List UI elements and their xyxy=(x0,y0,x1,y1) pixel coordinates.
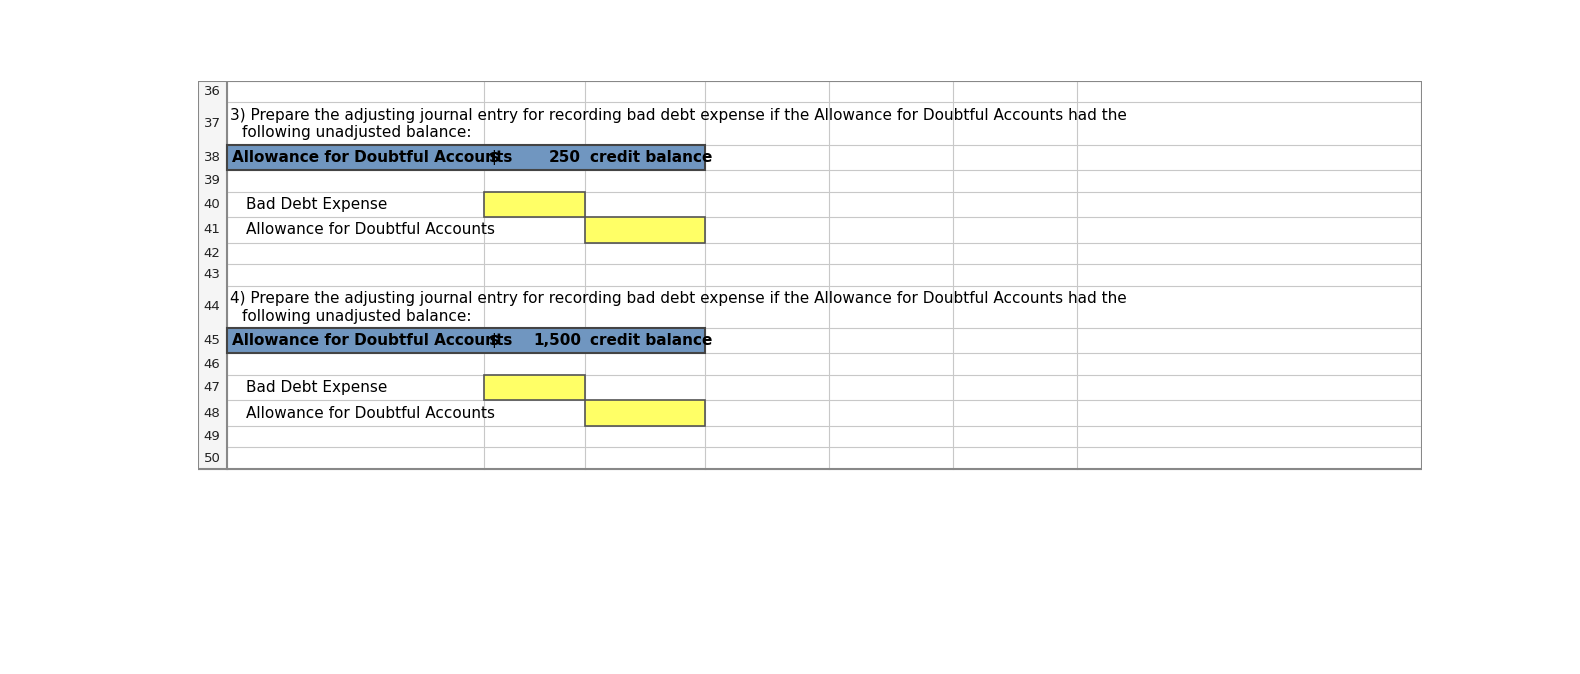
Text: 3) Prepare the adjusting journal entry for recording bad debt expense if the All: 3) Prepare the adjusting journal entry f… xyxy=(231,108,1127,123)
Text: 38: 38 xyxy=(204,151,221,164)
Bar xyxy=(198,171,228,192)
Text: Bad Debt Expense: Bad Debt Expense xyxy=(246,380,387,395)
Bar xyxy=(198,81,228,102)
Bar xyxy=(198,286,228,328)
Bar xyxy=(198,102,228,145)
Bar xyxy=(483,375,585,400)
Text: 250: 250 xyxy=(550,150,581,165)
Text: 48: 48 xyxy=(204,406,221,420)
Text: $: $ xyxy=(488,150,499,165)
Text: $: $ xyxy=(488,333,499,348)
Bar xyxy=(198,400,228,426)
Bar xyxy=(198,264,228,286)
Bar xyxy=(228,328,705,353)
Bar xyxy=(483,192,585,217)
Bar xyxy=(198,145,228,171)
Bar xyxy=(585,400,705,426)
Text: 45: 45 xyxy=(204,334,221,347)
Text: 49: 49 xyxy=(204,430,221,443)
Bar xyxy=(585,217,705,243)
Text: 46: 46 xyxy=(204,358,221,371)
Bar xyxy=(483,192,585,217)
Bar xyxy=(198,353,228,375)
Text: 36: 36 xyxy=(204,85,221,98)
Text: 44: 44 xyxy=(204,301,221,313)
Text: Bad Debt Expense: Bad Debt Expense xyxy=(246,197,387,212)
Text: 50: 50 xyxy=(204,452,221,464)
Text: 43: 43 xyxy=(204,268,221,282)
Text: 42: 42 xyxy=(204,247,221,260)
Bar xyxy=(198,192,228,217)
Bar xyxy=(198,448,228,469)
Text: 1,500: 1,500 xyxy=(532,333,581,348)
Text: Allowance for Doubtful Accounts: Allowance for Doubtful Accounts xyxy=(232,150,512,165)
Text: 41: 41 xyxy=(204,223,221,237)
Text: following unadjusted balance:: following unadjusted balance: xyxy=(242,125,471,140)
Bar xyxy=(228,145,705,171)
Bar xyxy=(198,217,228,243)
Bar xyxy=(198,243,228,264)
Text: 40: 40 xyxy=(204,198,221,211)
Text: 39: 39 xyxy=(204,175,221,187)
Bar xyxy=(198,375,228,400)
Bar xyxy=(585,400,705,426)
Text: 4) Prepare the adjusting journal entry for recording bad debt expense if the All: 4) Prepare the adjusting journal entry f… xyxy=(231,291,1127,306)
Bar xyxy=(228,145,705,171)
Text: following unadjusted balance:: following unadjusted balance: xyxy=(242,309,471,324)
Bar xyxy=(198,328,228,353)
Text: Allowance for Doubtful Accounts: Allowance for Doubtful Accounts xyxy=(246,222,495,237)
Bar xyxy=(198,81,1422,469)
Bar xyxy=(198,426,228,448)
Text: Allowance for Doubtful Accounts: Allowance for Doubtful Accounts xyxy=(232,333,512,348)
Text: credit balance: credit balance xyxy=(589,333,713,348)
Bar xyxy=(585,217,705,243)
Bar xyxy=(483,375,585,400)
Text: 47: 47 xyxy=(204,381,221,394)
Bar xyxy=(228,328,705,353)
Text: credit balance: credit balance xyxy=(589,150,713,165)
Text: Allowance for Doubtful Accounts: Allowance for Doubtful Accounts xyxy=(246,406,495,421)
Text: 37: 37 xyxy=(204,117,221,130)
